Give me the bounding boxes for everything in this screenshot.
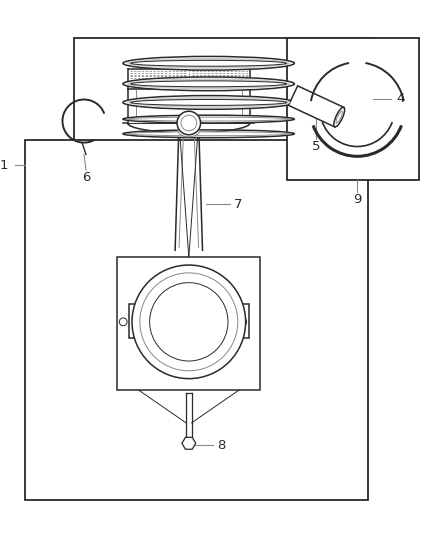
Ellipse shape: [131, 100, 286, 106]
Circle shape: [181, 115, 197, 131]
Ellipse shape: [127, 117, 290, 121]
Bar: [25, 140, 368, 500]
Bar: [129, 304, 141, 338]
Ellipse shape: [334, 107, 345, 127]
Ellipse shape: [127, 58, 290, 69]
Bar: [237, 304, 248, 338]
Circle shape: [177, 111, 201, 135]
Text: 7: 7: [233, 198, 242, 211]
Ellipse shape: [127, 97, 290, 108]
Text: 6: 6: [82, 172, 90, 184]
Ellipse shape: [336, 111, 343, 123]
Ellipse shape: [123, 77, 294, 91]
Text: 9: 9: [353, 193, 361, 206]
Ellipse shape: [123, 115, 294, 123]
Bar: [117, 257, 260, 390]
Ellipse shape: [123, 56, 294, 70]
Circle shape: [150, 282, 228, 361]
Text: 1: 1: [0, 159, 8, 172]
Bar: [74, 38, 373, 152]
Text: 4: 4: [396, 92, 405, 105]
Bar: [287, 38, 419, 180]
Text: 5: 5: [312, 140, 320, 153]
Ellipse shape: [123, 95, 294, 109]
Ellipse shape: [178, 125, 200, 137]
Polygon shape: [182, 438, 196, 449]
Ellipse shape: [127, 132, 290, 136]
Ellipse shape: [131, 81, 286, 87]
Circle shape: [119, 318, 127, 326]
Circle shape: [239, 318, 247, 326]
Circle shape: [140, 273, 238, 371]
Text: 8: 8: [217, 439, 225, 452]
Ellipse shape: [123, 130, 294, 138]
Ellipse shape: [131, 60, 286, 66]
Ellipse shape: [127, 78, 290, 89]
Polygon shape: [289, 86, 344, 127]
Circle shape: [132, 265, 246, 378]
